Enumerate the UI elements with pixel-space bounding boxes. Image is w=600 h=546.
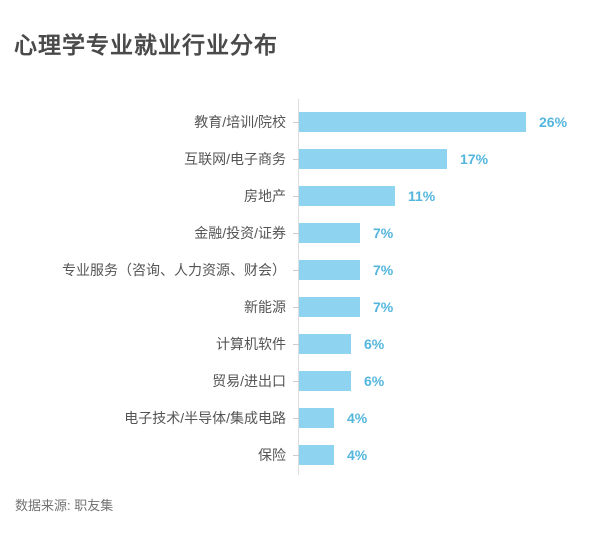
bar-row: 贸易/进出口 6% — [0, 362, 600, 399]
data-source-caption: 数据来源: 职友集 — [15, 498, 114, 513]
bar — [299, 370, 351, 391]
category-label: 互联网/电子商务 — [184, 150, 286, 167]
bar-row: 电子技术/半导体/集成电路 4% — [0, 399, 600, 436]
bar-area: 7% — [293, 288, 600, 325]
category-label: 电子技术/半导体/集成电路 — [124, 409, 286, 426]
y-axis-line — [298, 99, 299, 475]
bar-row: 金融/投资/证券 7% — [0, 214, 600, 251]
bar-row: 教育/培训/院校 26% — [0, 103, 600, 140]
bar — [299, 185, 395, 206]
value-label: 6% — [364, 335, 385, 352]
value-label: 17% — [460, 150, 489, 167]
bar-area: 4% — [293, 399, 600, 436]
value-label: 26% — [539, 113, 568, 130]
bar — [299, 111, 526, 132]
value-label: 6% — [364, 372, 385, 389]
bar-row: 专业服务（咨询、人力资源、财会） 7% — [0, 251, 600, 288]
bar-row: 新能源 7% — [0, 288, 600, 325]
bar-area: 6% — [293, 325, 600, 362]
category-label: 计算机软件 — [216, 335, 286, 352]
bar-row: 保险 4% — [0, 436, 600, 473]
bar — [299, 333, 351, 354]
category-label: 房地产 — [244, 187, 286, 204]
bar — [299, 259, 360, 280]
value-label: 7% — [373, 224, 394, 241]
bar-area: 4% — [293, 436, 600, 473]
bar-row: 房地产 11% — [0, 177, 600, 214]
bar-area: 6% — [293, 362, 600, 399]
value-label: 7% — [373, 261, 394, 278]
bar — [299, 222, 360, 243]
chart-title: 心理学专业就业行业分布 — [14, 32, 278, 58]
value-label: 4% — [347, 446, 368, 463]
bar — [299, 407, 334, 428]
category-label: 金融/投资/证券 — [194, 224, 286, 241]
value-label: 11% — [408, 187, 436, 204]
category-label: 新能源 — [244, 298, 286, 315]
bar-row: 计算机软件 6% — [0, 325, 600, 362]
bar — [299, 148, 447, 169]
category-label: 教育/培训/院校 — [194, 113, 286, 130]
bar-row: 互联网/电子商务 17% — [0, 140, 600, 177]
bar — [299, 296, 360, 317]
bar-area: 26% — [293, 103, 600, 140]
category-label: 保险 — [258, 446, 286, 463]
value-label: 7% — [373, 298, 394, 315]
category-label: 专业服务（咨询、人力资源、财会） — [62, 261, 286, 278]
value-label: 4% — [347, 409, 368, 426]
bar-chart: 教育/培训/院校 26% 互联网/电子商务 17% 房地产 11% 金融/投资/… — [0, 99, 600, 475]
bar — [299, 444, 334, 465]
bar-rows-container: 教育/培训/院校 26% 互联网/电子商务 17% 房地产 11% 金融/投资/… — [0, 103, 600, 473]
bar-area: 7% — [293, 251, 600, 288]
bar-area: 7% — [293, 214, 600, 251]
bar-area: 17% — [293, 140, 600, 177]
bar-area: 11% — [293, 177, 600, 214]
category-label: 贸易/进出口 — [212, 372, 286, 389]
